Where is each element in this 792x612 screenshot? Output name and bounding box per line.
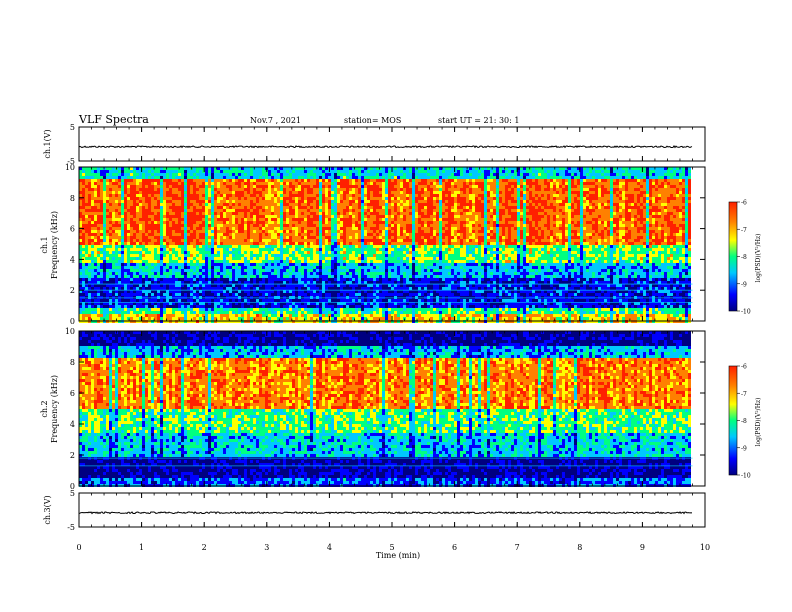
ch1-waveform-panel: 5 -5 xyxy=(67,123,706,166)
colorbar-tick-label: -6 xyxy=(741,364,747,371)
x-tick-label: 6 xyxy=(452,543,457,552)
station-label: station= MOS xyxy=(344,116,401,125)
ch2-spectrogram-ylabel-line1: ch.2 xyxy=(40,400,49,417)
x-tick-label: 1 xyxy=(139,543,144,552)
colorbar-tick-label: -10 xyxy=(741,473,751,480)
ch1-spectrogram-panel: 0 2 4 6 8 10 xyxy=(65,163,706,326)
colorbar-tick-label: -9 xyxy=(741,281,747,288)
colorbar-tick-label: -6 xyxy=(741,200,747,207)
x-tick-label: 8 xyxy=(577,543,582,552)
x-axis-label: Time (min) xyxy=(376,551,420,560)
ch2-spectrogram-ylabel-line2: Frequency (kHz) xyxy=(50,375,59,443)
x-tick-label: 5 xyxy=(389,543,394,552)
x-tick-label: 2 xyxy=(202,543,207,552)
x-tick-label: 7 xyxy=(515,543,520,552)
y-tick-label: 10 xyxy=(65,163,75,172)
ch1-waveform-ylabel: ch.1(V) xyxy=(43,129,52,158)
y-tick-label: 8 xyxy=(70,358,75,367)
y-tick-label: 5 xyxy=(70,123,75,132)
y-tick-label: 2 xyxy=(70,451,75,460)
y-tick-label: 10 xyxy=(65,327,75,336)
figure-title: VLF Spectra xyxy=(78,113,149,126)
ch1-colorbar: -6 -7 -8 -9 -10 xyxy=(728,200,751,316)
waveform-trace xyxy=(78,511,693,515)
y-tick-label: 4 xyxy=(70,255,75,264)
y-tick-label: 2 xyxy=(70,286,75,295)
x-tick-label: 9 xyxy=(640,543,645,552)
x-tick-label: 0 xyxy=(76,543,81,552)
ch3-waveform-panel: 5 -5 xyxy=(67,489,706,532)
y-tick-label: -5 xyxy=(67,523,75,532)
colorbar-tick-label: -7 xyxy=(741,227,747,234)
ch1-colorbar-label: log(PSD)(V²/Hz) xyxy=(755,234,762,283)
y-tick-label: 5 xyxy=(70,489,75,498)
colorbar-tick-label: -9 xyxy=(741,445,747,452)
ch2-colorbar-label: log(PSD)(V²/Hz) xyxy=(755,398,762,447)
colorbar-tick-label: -8 xyxy=(741,254,747,261)
date-label: Nov.7 , 2021 xyxy=(250,116,301,125)
colorbar-tick-label: -7 xyxy=(741,391,747,398)
colorbar-tick-label: -10 xyxy=(741,309,751,316)
start-time-label: start UT = 21: 30: 1 xyxy=(438,116,519,125)
ch3-waveform-ylabel: ch.3(V) xyxy=(43,495,52,524)
x-tick-label: 10 xyxy=(700,543,710,552)
y-tick-label: 0 xyxy=(70,482,75,491)
ch1-spectrogram-ylabel-line2: Frequency (kHz) xyxy=(50,211,59,279)
y-tick-label: 4 xyxy=(70,420,75,429)
colorbar-tick-label: -8 xyxy=(741,418,747,425)
y-tick-label: 6 xyxy=(70,389,75,398)
y-tick-label: 6 xyxy=(70,225,75,234)
ch1-spectrogram-ylabel-line1: ch.1 xyxy=(40,236,49,253)
waveform-trace xyxy=(78,145,693,149)
y-tick-label: 8 xyxy=(70,194,75,203)
x-tick-label: 4 xyxy=(327,543,332,552)
y-tick-label: 0 xyxy=(70,317,75,326)
ch2-colorbar: -6 -7 -8 -9 -10 xyxy=(728,364,751,480)
ch2-spectrogram-panel: 0 2 4 6 8 10 xyxy=(65,327,706,491)
x-tick-label: 3 xyxy=(264,543,269,552)
y-tick-label: -5 xyxy=(67,157,75,166)
